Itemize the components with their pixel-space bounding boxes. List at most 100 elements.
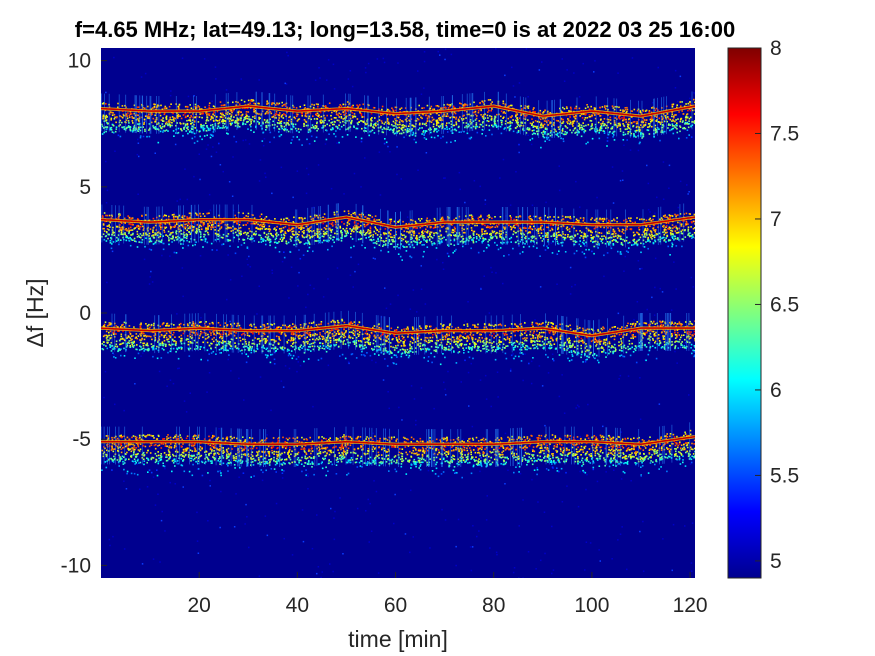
band-pixel xyxy=(178,107,180,110)
noise-speckle xyxy=(545,201,547,204)
band-pixel xyxy=(294,117,297,120)
band-pixel xyxy=(102,227,104,230)
band-pixel xyxy=(364,247,366,249)
band-pixel xyxy=(433,217,436,220)
band-pixel xyxy=(187,115,189,117)
band-pixel xyxy=(421,233,423,236)
band-pixel xyxy=(222,125,225,127)
band-pixel xyxy=(316,117,318,120)
band-pixel xyxy=(334,219,336,222)
band-pixel xyxy=(574,107,576,110)
band-pixel xyxy=(517,124,520,126)
band-pixel xyxy=(422,131,424,133)
noise-speckle xyxy=(108,538,111,541)
noise-speckle xyxy=(208,193,211,196)
band-pixel xyxy=(273,102,276,105)
noise-speckle xyxy=(339,497,341,499)
noise-speckle xyxy=(491,271,493,273)
noise-speckle xyxy=(518,245,520,247)
band-pixel xyxy=(369,130,371,133)
band-pixel xyxy=(324,105,326,108)
band-pixel xyxy=(308,143,311,145)
band-pixel xyxy=(693,122,695,125)
band-pixel xyxy=(115,128,118,130)
band-pixel xyxy=(173,120,175,122)
band-pixel xyxy=(400,237,403,240)
band-pixel xyxy=(606,136,609,139)
band-pixel xyxy=(347,220,349,223)
band-pixel xyxy=(442,135,444,138)
band-pixel xyxy=(139,135,142,137)
band-pixel xyxy=(486,114,489,117)
band-pixel xyxy=(195,113,197,116)
band-pixel xyxy=(578,128,581,130)
band-pixel xyxy=(590,229,592,232)
band-pixel xyxy=(588,248,590,251)
band-pixel xyxy=(223,123,226,125)
band-pixel xyxy=(225,235,228,237)
band-pixel xyxy=(159,235,162,238)
band-pixel xyxy=(451,132,454,134)
band-pixel xyxy=(340,113,342,116)
band-pixel xyxy=(433,127,436,130)
band-pixel xyxy=(259,117,261,120)
band-pixel xyxy=(545,232,547,234)
band-pixel xyxy=(109,221,111,224)
noise-speckle xyxy=(573,72,575,74)
noise-speckle xyxy=(225,89,228,91)
band-pixel xyxy=(665,237,667,239)
band-pixel xyxy=(481,240,483,243)
band-pixel xyxy=(421,122,424,125)
noise-speckle xyxy=(623,144,625,146)
band-pixel xyxy=(639,129,641,131)
band-pixel xyxy=(276,102,278,104)
band-pixel xyxy=(246,232,248,234)
noise-speckle xyxy=(373,440,375,442)
noise-speckle xyxy=(209,485,211,487)
band-pixel xyxy=(543,123,546,126)
band-pixel xyxy=(439,224,442,226)
band-pixel xyxy=(180,243,182,245)
band-pixel xyxy=(152,126,155,129)
noise-speckle xyxy=(444,519,447,521)
band-pixel xyxy=(447,219,449,221)
band-pixel xyxy=(539,226,542,229)
band-pixel xyxy=(341,231,343,234)
band-pixel xyxy=(438,126,441,129)
band-pixel xyxy=(661,126,664,129)
band-pixel xyxy=(146,228,149,230)
band-pixel xyxy=(675,114,677,116)
noise-speckle xyxy=(626,327,628,329)
band-pixel xyxy=(137,130,140,132)
band-pixel xyxy=(563,238,566,240)
band-pixel xyxy=(289,235,292,238)
band-pixel xyxy=(163,125,166,128)
band-pixel xyxy=(253,240,256,242)
band-pixel xyxy=(273,136,275,139)
band-pixel xyxy=(263,119,266,121)
band-pixel xyxy=(239,117,242,119)
band-pixel xyxy=(384,243,387,245)
band-pixel xyxy=(214,232,217,235)
noise-speckle xyxy=(114,150,116,152)
band-pixel xyxy=(575,131,577,134)
band-pixel xyxy=(413,230,415,233)
noise-speckle xyxy=(630,480,632,482)
band-pixel xyxy=(534,111,536,113)
band-pixel xyxy=(185,237,188,239)
band-pixel xyxy=(429,231,431,233)
band-pixel xyxy=(600,129,602,132)
band-pixel xyxy=(272,235,274,237)
band-pixel xyxy=(449,105,451,108)
band-pixel xyxy=(635,242,637,244)
noise-speckle xyxy=(509,204,512,206)
band-pixel xyxy=(368,134,370,137)
band-pixel xyxy=(386,108,389,111)
band-pixel xyxy=(262,122,264,125)
noise-speckle xyxy=(594,60,596,62)
band-pixel xyxy=(481,122,484,124)
band-pixel xyxy=(313,230,315,232)
band-pixel xyxy=(659,218,661,221)
noise-speckle xyxy=(646,308,648,311)
band-pixel xyxy=(435,124,438,127)
